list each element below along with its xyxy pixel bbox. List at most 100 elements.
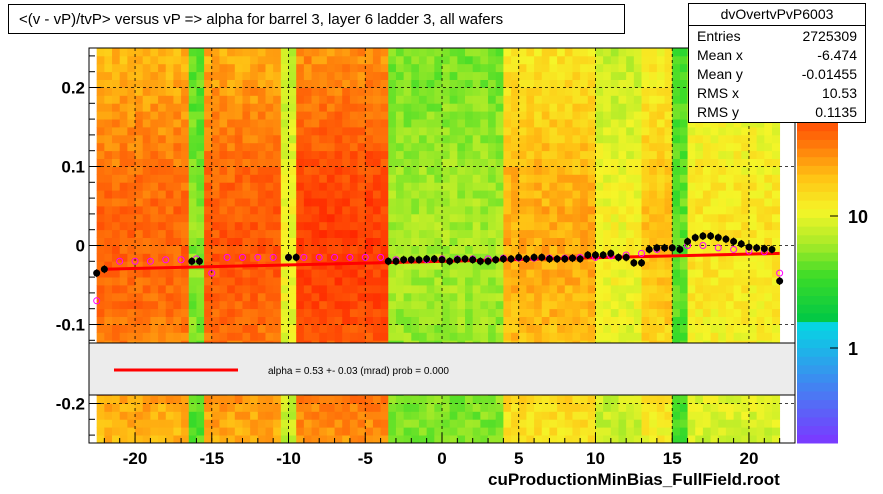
heatmap-cell: [756, 229, 765, 238]
heatmap-cell: [234, 229, 243, 238]
heatmap-cell: [150, 95, 159, 104]
heatmap-cell: [204, 277, 213, 286]
heatmap-cell: [633, 198, 642, 207]
heatmap-cell: [142, 253, 151, 262]
heatmap-cell: [480, 190, 489, 199]
heatmap-cell: [380, 174, 389, 183]
y-tick-label: 0.2: [61, 79, 85, 98]
heatmap-cell: [426, 134, 435, 144]
heatmap-cell: [242, 134, 251, 144]
heatmap-cell: [296, 324, 305, 333]
heatmap-cell: [127, 206, 136, 215]
heatmap-cell: [748, 166, 758, 175]
heatmap-cell: [204, 435, 213, 444]
heatmap-cell: [219, 277, 228, 286]
heatmap-cell: [280, 253, 289, 262]
heatmap-cell: [219, 206, 228, 215]
heatmap-cell: [449, 103, 458, 112]
heatmap-cell: [641, 142, 650, 152]
heatmap-cell: [457, 435, 466, 444]
heatmap-cell: [595, 142, 604, 152]
heatmap-cell: [756, 182, 765, 191]
heatmap-cell: [695, 213, 704, 223]
heatmap-cell: [541, 292, 550, 302]
heatmap-cell: [710, 332, 719, 341]
heatmap-cell: [342, 95, 351, 104]
profile-point: [591, 251, 599, 259]
heatmap-cell: [541, 213, 550, 223]
heatmap-cell: [372, 103, 381, 112]
heatmap-cell: [725, 269, 734, 278]
heatmap-cell: [250, 127, 259, 136]
heatmap-cell: [503, 292, 512, 302]
heatmap-cell: [257, 103, 266, 112]
open-point: [714, 244, 722, 252]
heatmap-cell: [641, 55, 650, 65]
heatmap-cell: [242, 87, 251, 96]
heatmap-cell: [119, 419, 128, 428]
heatmap-cell: [557, 221, 566, 231]
heatmap-cell: [603, 127, 612, 136]
heatmap-cell: [641, 403, 650, 412]
heatmap-cell: [733, 324, 742, 333]
heatmap-cell: [265, 111, 274, 120]
heatmap-cell: [303, 332, 312, 341]
heatmap-cell: [695, 142, 704, 152]
heatmap-cell: [702, 411, 711, 420]
heatmap-cell: [311, 213, 320, 223]
heatmap-cell: [518, 111, 527, 120]
heatmap-cell: [342, 316, 351, 325]
heatmap-cell: [449, 158, 458, 167]
heatmap-cell: [372, 229, 381, 238]
open-point: [346, 253, 354, 261]
heatmap-cell: [342, 206, 351, 215]
heatmap-cell: [626, 213, 635, 223]
heatmap-cell: [610, 292, 619, 302]
heatmap-cell: [541, 127, 550, 136]
heatmap-cell: [633, 300, 642, 310]
heatmap-cell: [250, 182, 259, 191]
heatmap-cell: [127, 324, 136, 333]
heatmap-cell: [326, 332, 335, 341]
heatmap-cell: [250, 111, 259, 120]
heatmap-cell: [181, 63, 190, 73]
heatmap-cell: [656, 95, 665, 104]
heatmap-cell: [725, 182, 734, 191]
heatmap-cell: [764, 134, 773, 144]
heatmap-cell: [342, 198, 351, 207]
heatmap-cell: [173, 142, 182, 152]
heatmap-cell: [580, 403, 589, 412]
heatmap-cell: [572, 435, 581, 444]
heatmap-cell: [534, 119, 543, 128]
heatmap-cell: [395, 229, 405, 238]
heatmap-cell: [733, 332, 742, 341]
heatmap-cell: [96, 269, 105, 278]
heatmap-cell: [764, 166, 773, 175]
heatmap-cell: [672, 198, 681, 207]
heatmap-cell: [250, 174, 259, 183]
heatmap-cell: [388, 395, 397, 404]
heatmap-cell: [311, 277, 320, 286]
heatmap-cell: [273, 150, 282, 159]
heatmap-cell: [334, 158, 343, 167]
heatmap-cell: [119, 427, 128, 436]
heatmap-cell: [733, 237, 742, 246]
heatmap-cell: [695, 198, 704, 207]
open-point: [223, 253, 231, 261]
heatmap-cell: [603, 198, 612, 207]
heatmap-cell: [211, 221, 220, 231]
heatmap-cell: [595, 79, 604, 88]
heatmap-cell: [181, 395, 190, 404]
heatmap-cell: [112, 229, 121, 238]
heatmap-cell: [349, 411, 358, 420]
heatmap-cell: [196, 174, 205, 183]
heatmap-cell: [649, 245, 658, 254]
heatmap-cell: [771, 198, 781, 207]
heatmap-cell: [465, 292, 474, 302]
heatmap-cell: [372, 427, 381, 436]
color-scale-segment: [797, 425, 838, 435]
heatmap-cell: [288, 419, 297, 428]
heatmap-cell: [395, 253, 405, 262]
heatmap-cell: [748, 213, 758, 223]
heatmap-cell: [280, 435, 289, 444]
